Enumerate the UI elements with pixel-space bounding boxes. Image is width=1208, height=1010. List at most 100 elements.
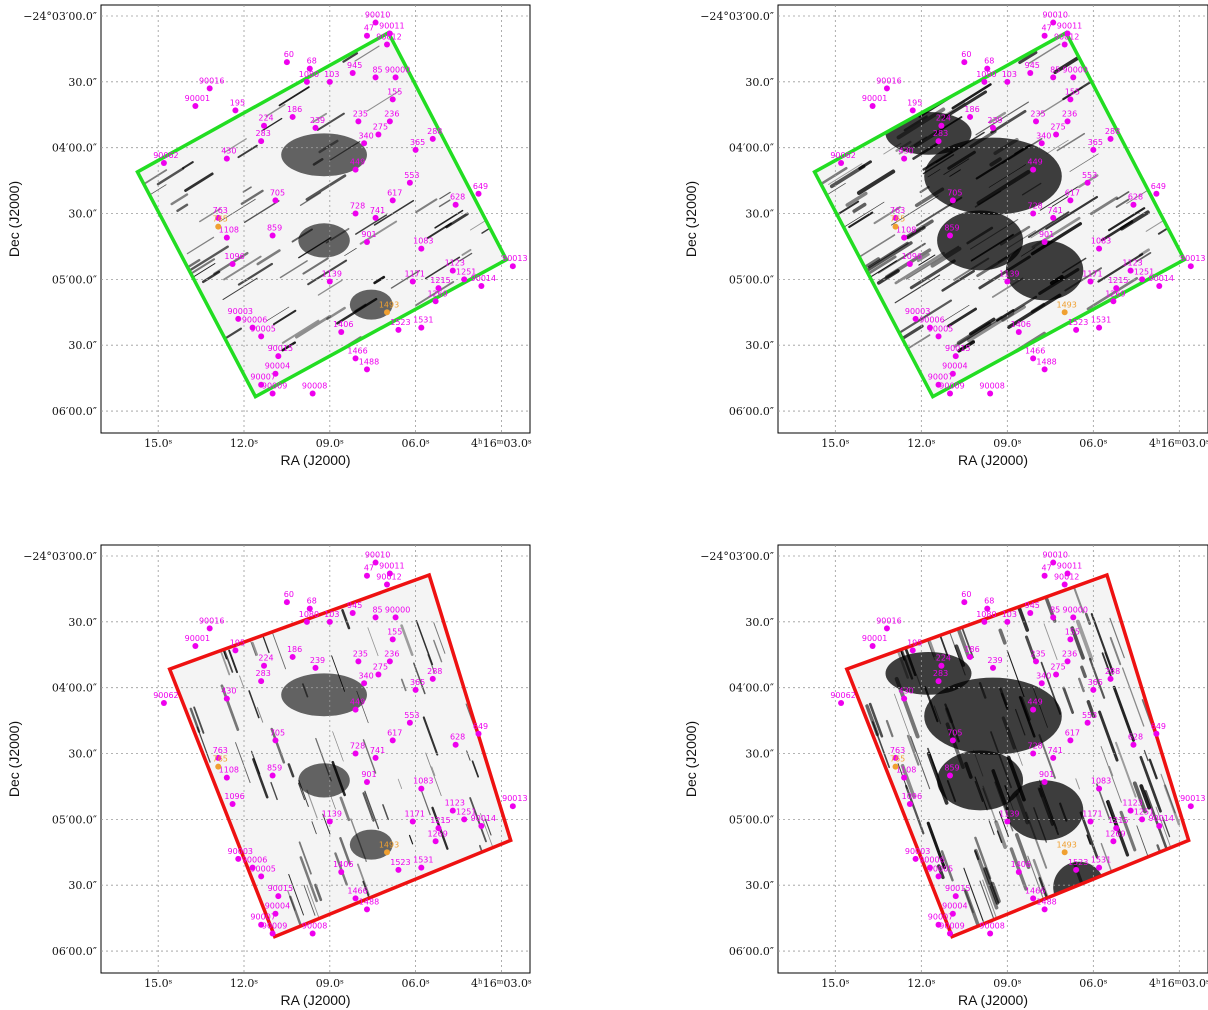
source-label: 1406 [333, 320, 353, 329]
streak [382, 804, 389, 821]
source-label: 1083 [1091, 777, 1111, 786]
footprint-outline [135, 30, 509, 400]
ra-tick-label: 12.0ˢ [230, 437, 258, 450]
dec-tick-label: 30.0″ [68, 879, 97, 892]
source-label: 224 [258, 114, 273, 123]
streak [270, 781, 278, 801]
streak [966, 311, 1015, 343]
source-label: 1123 [1122, 799, 1142, 808]
streak [252, 758, 269, 799]
streak [979, 880, 995, 921]
streak [898, 299, 953, 334]
source-point [306, 65, 313, 72]
source-label: 628 [450, 193, 465, 202]
source-label: 1080 [299, 70, 319, 79]
ra-tick-label: 09.0ˢ [316, 437, 344, 450]
streak [413, 662, 426, 695]
source-label: 90008 [302, 381, 327, 390]
source-label: 85 [372, 65, 382, 74]
source-label: 90005 [928, 864, 953, 873]
source-point [312, 664, 319, 671]
source-label: 90005 [928, 324, 953, 333]
streak [170, 193, 189, 206]
source-label: 1251 [1134, 267, 1154, 276]
source-label: 85 [372, 605, 382, 614]
streak [237, 144, 258, 159]
streak [1032, 858, 1050, 901]
source-label: 155 [387, 627, 402, 636]
source-label: 186 [287, 645, 302, 654]
dec-tick-label: 30.0″ [68, 616, 97, 629]
streak [852, 202, 867, 213]
source-point [509, 263, 516, 270]
ra-tick-label: 15.0ˢ [821, 977, 849, 990]
highlight-source-point [384, 849, 390, 856]
source-label: 1139 [999, 810, 1019, 819]
streak [894, 274, 941, 304]
source-point [990, 124, 996, 131]
source-point [326, 278, 333, 285]
source-label: 945 [347, 601, 362, 610]
streak [1119, 810, 1137, 852]
source-label: 340 [358, 131, 373, 140]
streak [281, 341, 297, 352]
source-point [249, 324, 256, 331]
source-label: 617 [387, 188, 402, 197]
source-point [1156, 822, 1163, 829]
highlight-source-label: 1493 [379, 300, 399, 309]
source-point [386, 118, 393, 125]
streak [317, 279, 343, 296]
dec-tick-label: 04′00.0″ [729, 142, 774, 155]
streak [373, 199, 415, 226]
source-label: 90004 [942, 362, 967, 371]
source-label: 649 [1151, 722, 1166, 731]
highlight-source-point [1061, 309, 1068, 316]
streak [909, 259, 956, 290]
source-point [249, 864, 256, 871]
streak [196, 726, 211, 763]
source-point [355, 118, 362, 125]
axes-frame [777, 544, 1208, 974]
source-label: 1096 [224, 792, 244, 801]
streak [1080, 665, 1087, 679]
source-point [1004, 618, 1011, 625]
source-label: 1139 [999, 270, 1019, 279]
source-label: 90001 [862, 634, 887, 643]
streak [339, 796, 351, 822]
source-point [272, 370, 279, 377]
source-point [1061, 41, 1068, 48]
source-point [1050, 754, 1057, 761]
source-point [352, 706, 359, 713]
dec-tick-label: 06′00.0″ [729, 945, 774, 958]
source-point [372, 614, 379, 621]
source-label: 763 [890, 206, 905, 215]
source-label: 68 [984, 57, 994, 66]
source-point [1139, 816, 1146, 823]
source-point [1041, 906, 1048, 913]
emission-cloud [937, 750, 1024, 811]
y-axis-title: Dec (J2000) [6, 721, 22, 797]
source-point [232, 107, 239, 114]
source-label: 283 [256, 669, 271, 678]
source-label: 90001 [862, 94, 887, 103]
source-label: 859 [267, 763, 282, 772]
emission-cloud [298, 223, 350, 258]
source-point [1107, 675, 1114, 682]
source-label: 1251 [456, 807, 476, 816]
source-label: 90010 [365, 11, 390, 20]
source-label: 1108 [896, 766, 916, 775]
source-point [363, 572, 370, 579]
source-label: 1531 [1091, 316, 1111, 325]
emission-cloud [1005, 240, 1084, 301]
source-point [1030, 210, 1037, 217]
source-point [372, 74, 379, 81]
emission-cloud [937, 210, 1024, 271]
highlight-source-point [215, 763, 222, 770]
streak [367, 627, 379, 657]
dec-tick-label: 30.0″ [68, 748, 97, 761]
source-point [987, 390, 994, 397]
streak [941, 304, 970, 323]
source-label: 763 [213, 746, 228, 755]
source-label: 1080 [299, 610, 319, 619]
source-label: 60 [961, 50, 971, 59]
